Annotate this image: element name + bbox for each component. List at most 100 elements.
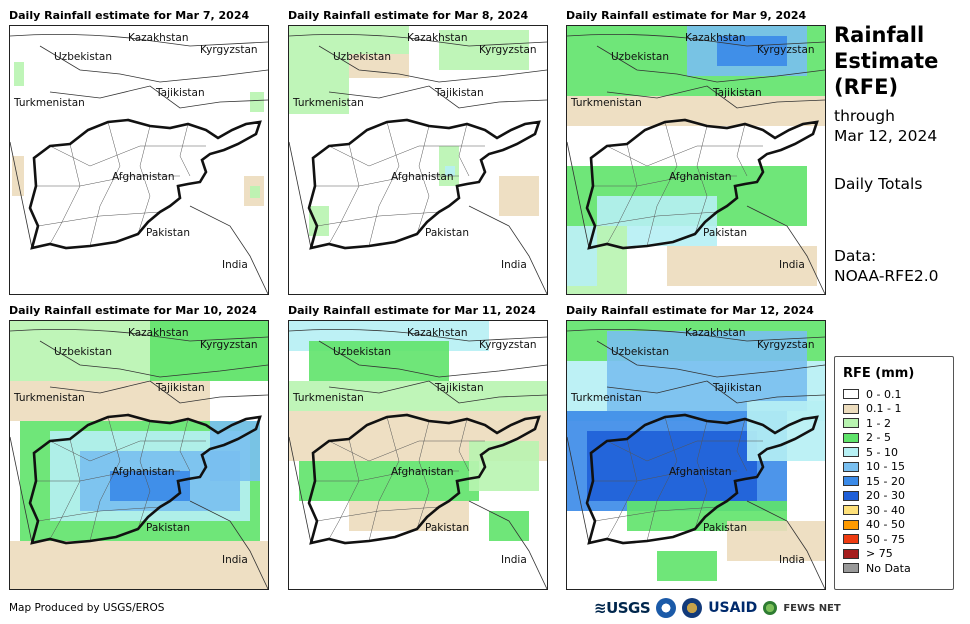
province-boundary: [736, 123, 748, 177]
legend-swatch: [843, 389, 859, 400]
rainfall-area: [250, 92, 264, 112]
rainfall-area: [439, 30, 529, 70]
rainfall-map-mar8: Kazakhstan Kyrgyzstan Uzbekistan Tajikistan…: [288, 25, 548, 295]
rainfall-area: [607, 331, 807, 411]
panel-title: Daily Rainfall estimate for Mar 10, 2024: [9, 304, 257, 317]
country-label-kazakhstan: Kazakhstan: [407, 32, 468, 44]
country-border: [49, 85, 268, 109]
panel-title: Daily Rainfall estimate for Mar 12, 2024: [566, 304, 814, 317]
country-border: [39, 45, 268, 83]
province-boundary: [49, 143, 81, 245]
country-label-pakistan: Pakistan: [425, 227, 469, 239]
country-label-tajikistan: Tajikistan: [712, 382, 762, 394]
province-boundary: [328, 438, 360, 540]
legend-item: 20 - 30: [843, 489, 953, 504]
legend-label: 5 - 10: [866, 445, 898, 459]
country-border: [49, 380, 268, 404]
country-label-afghanistan: Afghanistan: [391, 466, 454, 478]
legend-label: 20 - 30: [866, 489, 905, 503]
legend-swatch: [843, 418, 859, 429]
rainfall-area: [727, 521, 825, 561]
country-label-india: India: [501, 259, 527, 271]
usaid-logo: USAID: [708, 600, 758, 616]
country-label-pakistan: Pakistan: [703, 522, 747, 534]
map-canvas: Kazakhstan Kyrgyzstan Uzbekistan Tajikistan…: [567, 321, 825, 589]
legend-item: > 75: [843, 547, 953, 562]
legend-label: 2 - 5: [866, 431, 891, 445]
title-line: Estimate: [834, 49, 939, 73]
fews-net-logo: FEWS NET: [783, 602, 841, 614]
legend-item: 5 - 10: [843, 445, 953, 460]
country-border: [468, 500, 547, 589]
province-boundary: [49, 145, 206, 167]
country-label-tajikistan: Tajikistan: [434, 382, 484, 394]
rainfall-area: [499, 176, 539, 216]
province-boundary: [179, 123, 191, 177]
province-boundary: [37, 506, 161, 522]
province-boundary: [328, 143, 360, 245]
province-boundary: [594, 211, 718, 227]
country-label-kazakhstan: Kazakhstan: [685, 32, 746, 44]
province-boundary: [593, 175, 737, 187]
province-boundary: [606, 145, 763, 167]
legend-label: 50 - 75: [866, 532, 905, 546]
country-label-kazakhstan: Kazakhstan: [128, 32, 189, 44]
legend-swatch: [843, 447, 859, 458]
province-boundary: [89, 121, 121, 247]
province-boundary: [328, 145, 485, 167]
country-label-tajikistan: Tajikistan: [712, 87, 762, 99]
map-canvas: Kazakhstan Kyrgyzstan Uzbekistan Tajikistan…: [567, 26, 825, 294]
panel-title: Daily Rainfall estimate for Mar 11, 2024: [288, 304, 536, 317]
province-boundary: [368, 416, 400, 542]
province-boundary: [315, 470, 459, 482]
afghanistan-border: [585, 118, 819, 250]
panel-title: Daily Rainfall estimate for Mar 8, 2024: [288, 9, 529, 22]
title-line: Rainfall: [834, 23, 925, 47]
rainfall-area: [309, 341, 449, 381]
country-border: [289, 329, 547, 342]
legend-swatch: [843, 548, 859, 559]
legend-title: RFE (mm): [843, 366, 915, 381]
country-label-pakistan: Pakistan: [146, 227, 190, 239]
legend-item: 10 - 15: [843, 460, 953, 475]
title-line: (RFE): [834, 75, 899, 99]
afghanistan-border: [307, 118, 541, 250]
country-border: [189, 205, 268, 294]
credit-text: Map Produced by USGS/EROS: [9, 602, 165, 614]
country-border: [10, 436, 33, 544]
country-label-pakistan: Pakistan: [425, 522, 469, 534]
country-label-afghanistan: Afghanistan: [112, 466, 175, 478]
globe-icon: [763, 601, 778, 615]
rainfall-area: [469, 441, 539, 491]
rainfall-area: [289, 54, 349, 114]
country-label-turkmenistan: Turkmenistan: [13, 392, 85, 404]
rainfall-area: [747, 401, 825, 461]
legend-label: 1 - 2: [866, 416, 891, 430]
legend-swatch: [843, 534, 859, 545]
country-label-afghanistan: Afghanistan: [669, 466, 732, 478]
province-boundary: [36, 175, 180, 187]
rainfall-area: [309, 206, 329, 236]
panel-title: Daily Rainfall estimate for Mar 9, 2024: [566, 9, 807, 22]
country-border: [10, 329, 268, 342]
country-border: [606, 380, 825, 404]
country-label-turkmenistan: Turkmenistan: [292, 392, 364, 404]
country-label-tajikistan: Tajikistan: [155, 382, 205, 394]
country-label-turkmenistan: Turkmenistan: [292, 97, 364, 109]
legend-swatch: [843, 461, 859, 472]
country-border: [318, 45, 547, 83]
country-label-india: India: [222, 259, 248, 271]
rainfall-area: [10, 541, 268, 589]
rainfall-map-mar9: Kazakhstan Kyrgyzstan Uzbekistan Tajikistan…: [566, 25, 826, 295]
country-label-afghanistan: Afghanistan: [112, 171, 175, 183]
rainfall-area: [289, 381, 547, 411]
province-boundary: [49, 438, 81, 540]
legend-label: 30 - 40: [866, 503, 905, 517]
country-label-kazakhstan: Kazakhstan: [407, 327, 468, 339]
product-title: Rainfall Estimate (RFE): [834, 22, 938, 100]
country-border: [746, 205, 825, 294]
country-label-uzbekistan: Uzbekistan: [333, 346, 391, 358]
country-border: [318, 340, 547, 378]
